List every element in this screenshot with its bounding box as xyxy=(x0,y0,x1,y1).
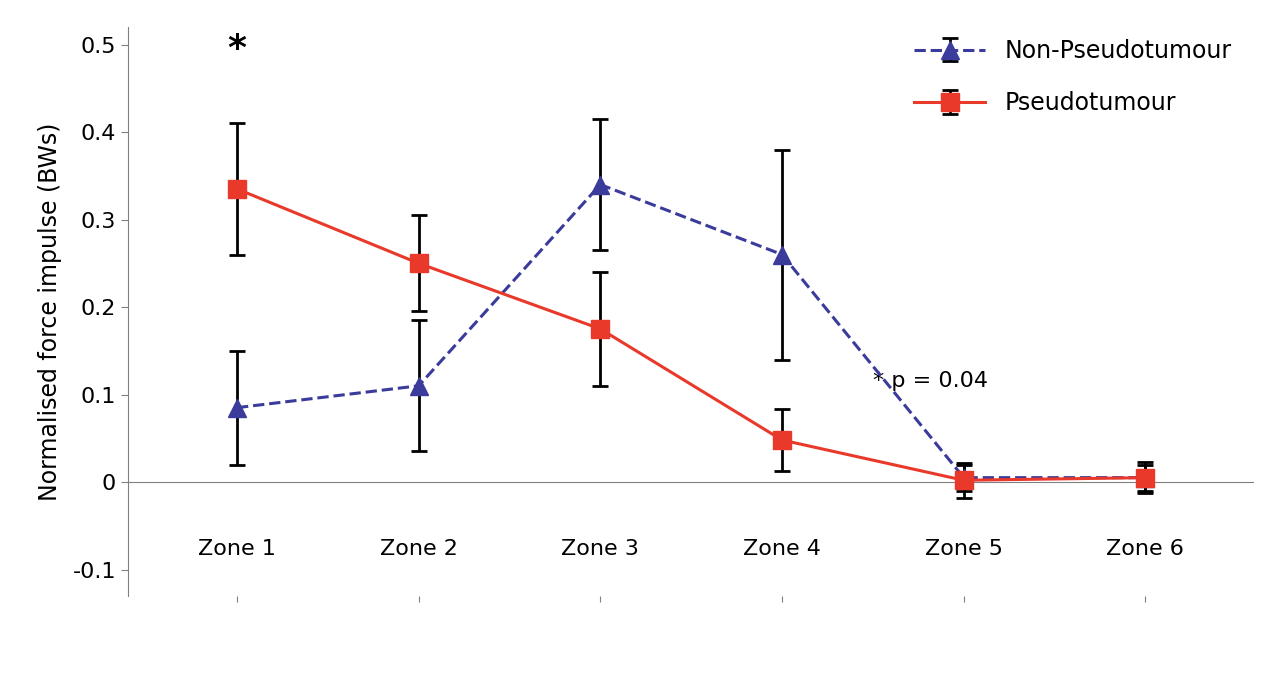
Text: * p = 0.04: * p = 0.04 xyxy=(873,372,988,391)
Y-axis label: Normalised force impulse (BWs): Normalised force impulse (BWs) xyxy=(37,123,61,500)
Text: Zone 5: Zone 5 xyxy=(924,539,1002,559)
Text: Zone 4: Zone 4 xyxy=(744,539,820,559)
Text: Zone 1: Zone 1 xyxy=(198,539,276,559)
Text: *: * xyxy=(228,32,247,66)
Legend: Non-Pseudotumour, Pseudotumour: Non-Pseudotumour, Pseudotumour xyxy=(914,39,1231,115)
Text: Zone 6: Zone 6 xyxy=(1106,539,1184,559)
Text: Zone 3: Zone 3 xyxy=(562,539,639,559)
Text: Zone 2: Zone 2 xyxy=(380,539,458,559)
